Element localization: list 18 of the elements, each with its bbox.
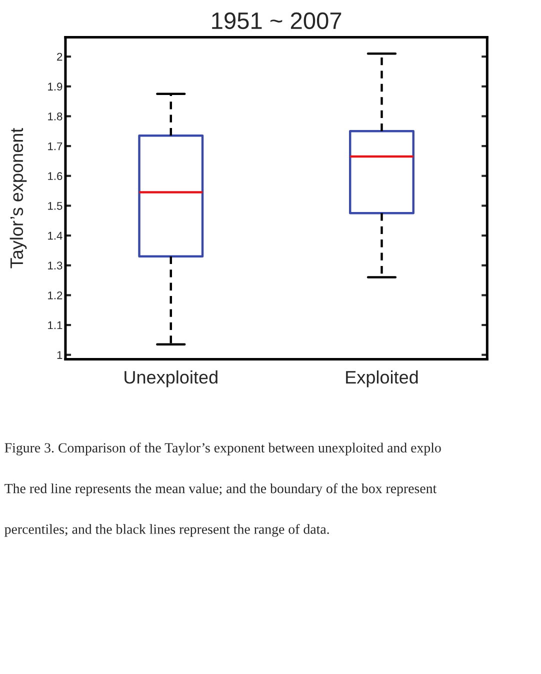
y-tick-label: 1.6 xyxy=(48,172,62,180)
y-tick-label: 1.2 xyxy=(48,291,62,300)
y-tick-label: 1.1 xyxy=(48,321,62,330)
y-tick-label: 1.8 xyxy=(48,112,62,120)
text: percentiles; and the black lines represent the range of data. xyxy=(4,524,329,537)
y-axis-title: Taylor’s exponent xyxy=(10,128,27,268)
x-tick-label: Unexploited xyxy=(124,370,218,388)
x-tick-label: Exploited xyxy=(346,370,418,388)
caption: Figure 3. Comparison of the Taylor’s exponent between unexploited and explo xyxy=(4,442,441,456)
y-tick-label: 1.7 xyxy=(48,142,62,150)
y-tick-label: 1.5 xyxy=(48,202,62,210)
y-tick-label: 1.4 xyxy=(48,232,62,240)
text: The red line represents the mean value; and the boundary of the box represent xyxy=(4,483,437,496)
y-tick-label: 2 xyxy=(57,52,62,61)
y-tick-label: 1 xyxy=(57,351,62,359)
y-tick-label: 1.9 xyxy=(48,82,62,91)
y-tick-label: 1.3 xyxy=(48,262,62,270)
chart-title: 1951 ~ 2007 xyxy=(212,12,342,30)
